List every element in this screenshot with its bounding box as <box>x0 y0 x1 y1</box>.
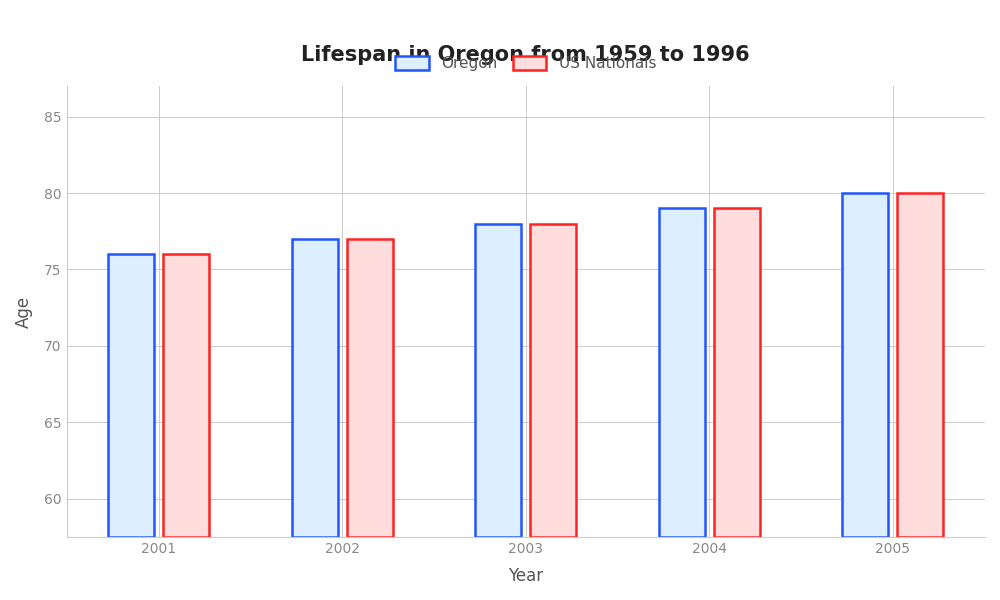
Legend: Oregon, US Nationals: Oregon, US Nationals <box>388 49 664 79</box>
Bar <box>292 239 338 537</box>
Bar <box>163 254 209 537</box>
Bar <box>714 208 760 537</box>
Title: Lifespan in Oregon from 1959 to 1996: Lifespan in Oregon from 1959 to 1996 <box>301 45 750 65</box>
Bar <box>842 193 888 537</box>
Bar <box>475 224 521 537</box>
Bar <box>659 208 705 537</box>
Bar <box>347 239 393 537</box>
Bar <box>530 224 576 537</box>
Bar <box>897 193 943 537</box>
Bar <box>108 254 154 537</box>
Y-axis label: Age: Age <box>15 295 33 328</box>
X-axis label: Year: Year <box>508 567 543 585</box>
